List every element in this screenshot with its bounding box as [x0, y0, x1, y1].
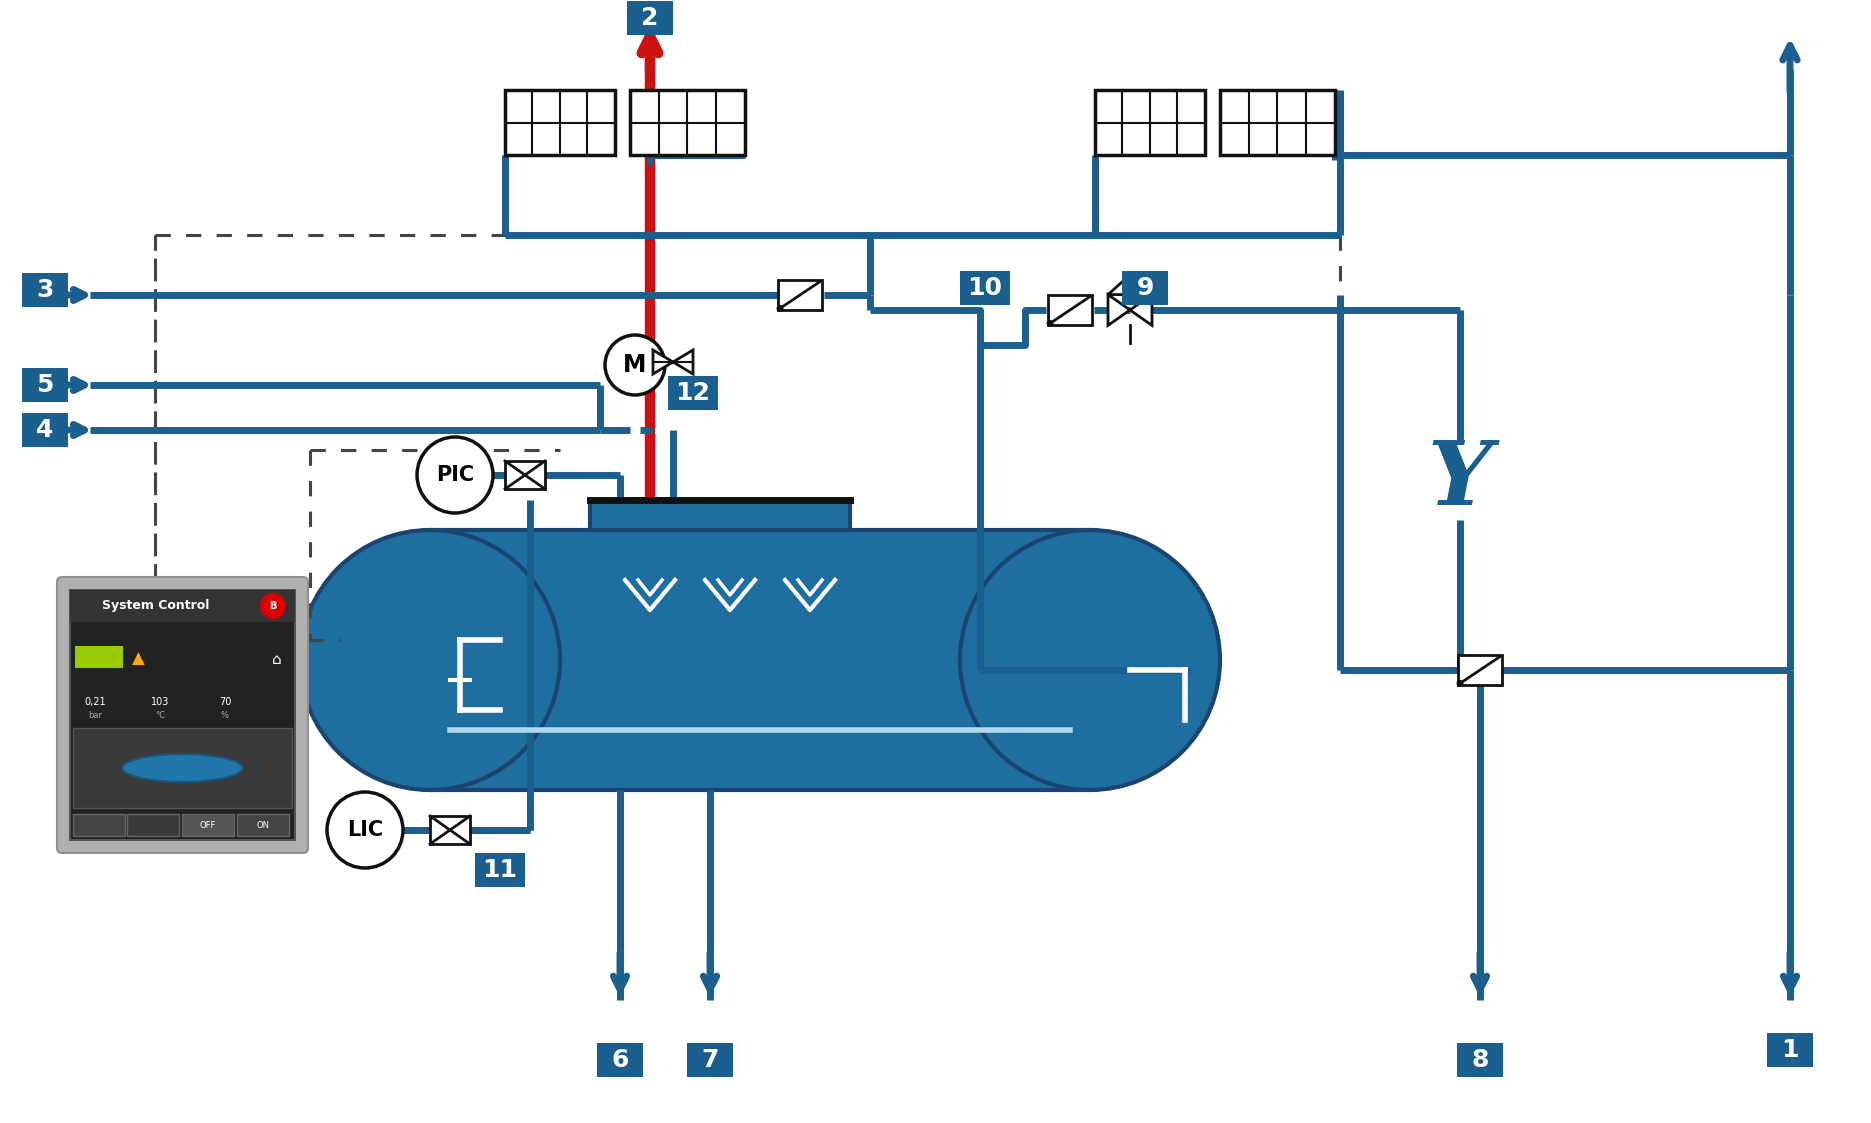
Circle shape: [327, 792, 402, 868]
Polygon shape: [1108, 275, 1153, 294]
Polygon shape: [1108, 294, 1130, 326]
Polygon shape: [653, 350, 674, 374]
Ellipse shape: [960, 530, 1220, 789]
Bar: [430, 816, 470, 844]
Text: 4: 4: [36, 418, 54, 442]
Bar: [1123, 271, 1168, 305]
Bar: [73, 814, 125, 836]
FancyBboxPatch shape: [56, 577, 309, 853]
Bar: [1766, 1033, 1813, 1067]
Bar: [22, 368, 67, 402]
Text: System Control: System Control: [101, 600, 210, 612]
Bar: [505, 462, 544, 489]
Text: 103: 103: [152, 697, 168, 707]
Circle shape: [1046, 320, 1053, 327]
Bar: [589, 500, 849, 530]
Bar: [69, 590, 296, 622]
Bar: [1458, 655, 1502, 685]
Bar: [687, 1043, 733, 1077]
Text: ON: ON: [256, 821, 269, 830]
Bar: [430, 530, 1091, 789]
Circle shape: [260, 593, 286, 619]
Bar: [181, 814, 234, 836]
Bar: [1095, 90, 1205, 155]
Bar: [1458, 1043, 1502, 1077]
Text: 9: 9: [1136, 276, 1154, 300]
Bar: [627, 1, 674, 35]
Text: Y: Y: [1428, 437, 1493, 523]
Bar: [597, 1043, 644, 1077]
Text: 11: 11: [483, 858, 518, 882]
Polygon shape: [674, 350, 692, 374]
Bar: [960, 271, 1010, 305]
Text: 3: 3: [36, 279, 54, 302]
Ellipse shape: [122, 754, 243, 782]
Text: ▲: ▲: [131, 650, 144, 668]
Bar: [505, 90, 616, 155]
Text: PIC: PIC: [436, 465, 473, 485]
Circle shape: [1456, 679, 1463, 687]
Text: LIC: LIC: [346, 820, 384, 840]
Text: 12: 12: [675, 381, 711, 405]
Text: 6: 6: [612, 1048, 629, 1072]
Circle shape: [604, 335, 664, 395]
Bar: [75, 646, 123, 668]
Bar: [1048, 294, 1093, 326]
Bar: [69, 590, 296, 840]
Circle shape: [776, 305, 784, 312]
Circle shape: [417, 437, 492, 513]
Text: M: M: [623, 353, 647, 377]
Bar: [238, 814, 288, 836]
Bar: [1220, 90, 1336, 155]
Text: ⌂: ⌂: [271, 651, 283, 666]
Bar: [127, 814, 180, 836]
Bar: [22, 413, 67, 447]
Bar: [22, 273, 67, 307]
Ellipse shape: [299, 530, 559, 789]
Bar: [631, 90, 745, 155]
Text: 70: 70: [219, 697, 232, 707]
Text: B: B: [269, 601, 277, 611]
Bar: [73, 728, 292, 809]
Text: %: %: [221, 712, 228, 721]
Text: 7: 7: [702, 1048, 718, 1072]
Text: 8: 8: [1471, 1048, 1489, 1072]
Bar: [668, 376, 718, 410]
Text: OFF: OFF: [200, 821, 217, 830]
Text: 1: 1: [1781, 1038, 1798, 1062]
Bar: [475, 853, 526, 887]
Text: °C: °C: [155, 712, 165, 721]
Text: 2: 2: [642, 6, 659, 30]
Text: 5: 5: [36, 373, 54, 398]
Bar: [778, 280, 821, 310]
Text: 10: 10: [967, 276, 1003, 300]
Text: 0,21: 0,21: [84, 697, 107, 707]
Text: bar: bar: [88, 712, 103, 721]
Polygon shape: [1130, 294, 1153, 326]
